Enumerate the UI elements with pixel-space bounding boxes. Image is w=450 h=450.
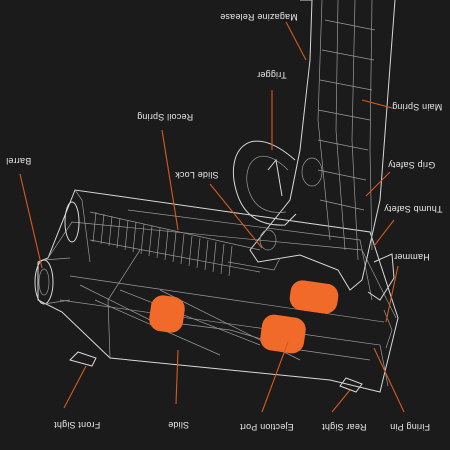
label-front-sight: Front Sight — [54, 420, 101, 430]
label-trigger: Trigger — [257, 70, 287, 80]
label-grip-safety: Grip Safety — [388, 160, 436, 170]
recoil-plug-highlight — [149, 295, 185, 333]
leader-rear-sight — [331, 389, 351, 413]
leader-slide — [175, 349, 179, 405]
barrel-wireframe — [34, 201, 80, 305]
label-magazine-release: Magazine Release — [220, 12, 298, 22]
leader-ejection-port — [261, 341, 289, 413]
leader-grip-safety — [365, 171, 391, 197]
label-ejection-port: Ejection Port — [240, 422, 294, 432]
leader-recoil-spring — [161, 129, 179, 231]
leader-front-sight — [63, 365, 87, 409]
grip-wireframe — [249, 0, 396, 291]
leader-thumb-safety — [373, 219, 395, 247]
leader-firing-pin — [373, 347, 405, 413]
label-rear-sight: Rear Sight — [322, 422, 367, 432]
label-slide: Slide — [168, 420, 190, 430]
cartridge-highlight-upper — [289, 280, 339, 314]
cartridge-highlight-lower — [260, 314, 306, 354]
trigger-guard-wireframe — [232, 140, 297, 226]
label-firing-pin: Firing Pin — [390, 422, 431, 432]
slide-lock-wireframe — [227, 157, 323, 271]
sights-wireframe — [69, 351, 363, 393]
label-main-spring: Main Spring — [392, 102, 443, 112]
recoil-spring-wireframe — [89, 211, 261, 277]
leader-slide-lock — [209, 183, 263, 249]
leader-barrel — [19, 173, 43, 269]
leader-lines — [19, 21, 405, 413]
label-hammer: Hammer — [394, 252, 430, 262]
leader-main-spring — [361, 99, 393, 109]
label-slide-lock: Slide Lock — [175, 170, 219, 180]
highlighted-parts — [149, 280, 339, 354]
label-thumb-safety: Thumb Safety — [384, 204, 443, 214]
leader-magazine-release — [285, 21, 307, 61]
leader-hammer — [385, 265, 399, 323]
slide-wireframe — [37, 189, 399, 393]
label-recoil-spring: Recoil Spring — [137, 112, 194, 122]
label-barrel: Barrel — [6, 156, 32, 166]
